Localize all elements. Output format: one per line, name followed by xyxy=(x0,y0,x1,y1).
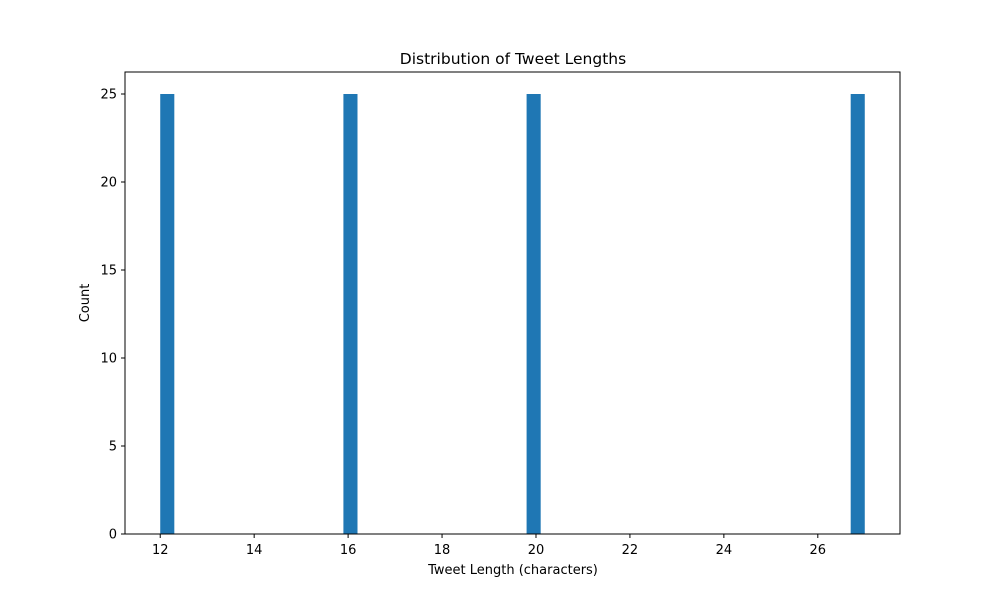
y-tick-label-15: 15 xyxy=(100,264,117,279)
y-axis-label: Count xyxy=(78,284,93,323)
x-tick-label-14: 14 xyxy=(246,543,263,558)
y-axis-ticks: 0 5 10 15 20 25 xyxy=(100,88,125,543)
y-tick-label-5: 5 xyxy=(109,440,117,455)
histogram-bar-0 xyxy=(160,94,175,534)
chart-title: Distribution of Tweet Lengths xyxy=(400,50,626,68)
y-tick-label-0: 0 xyxy=(109,528,117,543)
histogram-bar-2 xyxy=(526,94,541,534)
histogram-bar-3 xyxy=(850,94,865,534)
x-tick-label-20: 20 xyxy=(528,543,545,558)
x-tick-label-22: 22 xyxy=(622,543,639,558)
x-tick-label-24: 24 xyxy=(716,543,733,558)
x-tick-label-26: 26 xyxy=(810,543,827,558)
bars-group xyxy=(160,94,865,534)
x-tick-label-18: 18 xyxy=(434,543,451,558)
plot-area-frame xyxy=(124,71,901,535)
x-tick-label-12: 12 xyxy=(152,543,169,558)
y-tick-label-25: 25 xyxy=(100,88,117,103)
x-axis-label: Tweet Length (characters) xyxy=(427,563,598,578)
y-tick-label-10: 10 xyxy=(100,352,117,367)
histogram-bar-1 xyxy=(343,94,358,534)
y-tick-label-20: 20 xyxy=(100,176,117,191)
x-axis-ticks: 12 14 16 18 20 22 24 26 xyxy=(152,534,826,558)
x-tick-label-16: 16 xyxy=(340,543,357,558)
